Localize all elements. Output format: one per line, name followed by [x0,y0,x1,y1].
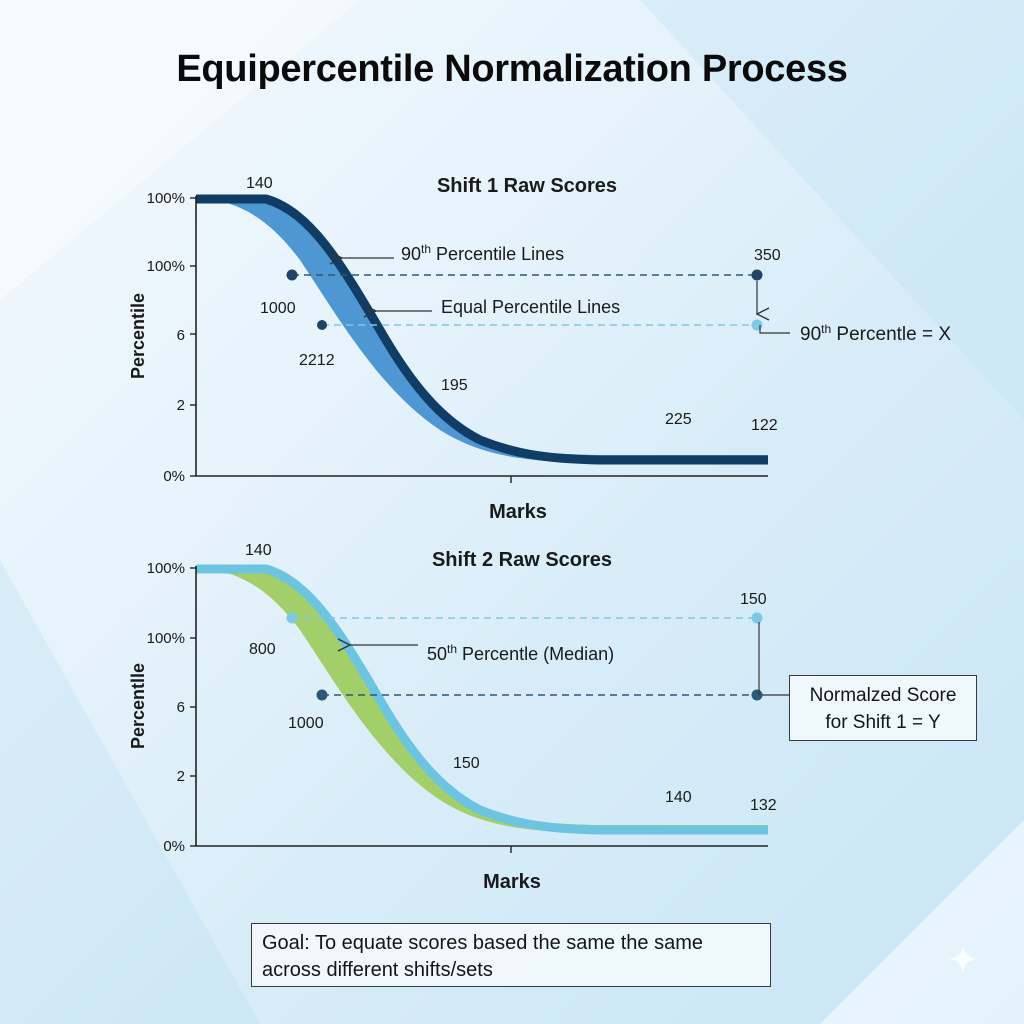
normalized-score-line1: Normalzed Score [809,685,957,706]
chart2-ylabel: Percentlle [128,663,148,749]
goal-box: Goal: To equate scores based the same th… [251,923,771,987]
chart2-annotation-median: 50th Percentle (Median) [427,642,614,664]
chart1-point [751,269,763,281]
normalized-score-box: Normalzed Score for Shift 1 = Y [789,675,977,741]
shift1-curve [196,194,768,465]
chart2-ytick: 100% [147,630,185,647]
chart2-label: 140 [245,542,272,559]
chart1-point [317,320,327,330]
chart1-point [751,319,763,331]
chart2-label: 150 [740,591,767,608]
chart2-point [751,612,763,624]
chart1-label: 195 [441,377,468,394]
chart2-point [316,689,328,701]
chart2-label: 150 [453,755,480,772]
chart1-label: 140 [246,175,273,192]
chart1-ytick: 100% [147,190,185,207]
chart-shift-1: Shift 1 Raw Scores 100% 100% 6 2 0% Perc… [128,175,951,523]
goal-line2: across different shifts/sets [262,959,493,981]
chart1-label: 225 [665,411,692,428]
chart2-ytick: 6 [177,699,185,716]
chart2-ytick: 100% [147,560,185,577]
goal-line1: Goal: To equate scores based the same th… [262,932,704,954]
chart2-label: 140 [665,789,692,806]
page-title: Equipercentile Normalization Process [176,48,848,90]
chart2-label: 800 [249,641,276,658]
chart2-label: 132 [750,797,777,814]
chart2-label: 1000 [288,715,324,732]
chart1-result-label: 90th Percentle = X [800,322,951,345]
sparkle-icon [948,944,978,974]
chart1-annotation-equal: Equal Percentile Lines [441,297,620,317]
chart2-ytick: 2 [177,768,185,785]
chart1-title: Shift 1 Raw Scores [437,175,617,197]
chart1-xlabel: Marks [489,501,547,523]
chart1-point [286,269,298,281]
chart1-label: 122 [751,417,778,434]
shift2-curve [196,564,768,835]
chart-shift-2: Shift 2 Raw Scores 100% 100% 6 2 0% Perc… [128,542,789,893]
chart2-point [751,689,763,701]
normalized-score-line2: for Shift 1 = Y [825,712,941,733]
chart1-ytick: 0% [163,468,185,485]
chart1-label: 1000 [260,300,296,317]
chart1-ytick: 6 [177,327,185,344]
chart1-label: 2212 [299,352,335,369]
chart2-ytick: 0% [163,838,185,855]
chart1-ytick: 2 [177,397,185,414]
chart1-label: 350 [754,247,781,264]
chart2-point [286,612,298,624]
chart1-ytick: 100% [147,258,185,275]
chart1-annotation-90th: 90th Percentile Lines [401,242,564,264]
chart2-xlabel: Marks [483,871,541,893]
chart1-ylabel: Percentile [128,293,148,379]
chart2-title: Shift 2 Raw Scores [432,549,612,571]
